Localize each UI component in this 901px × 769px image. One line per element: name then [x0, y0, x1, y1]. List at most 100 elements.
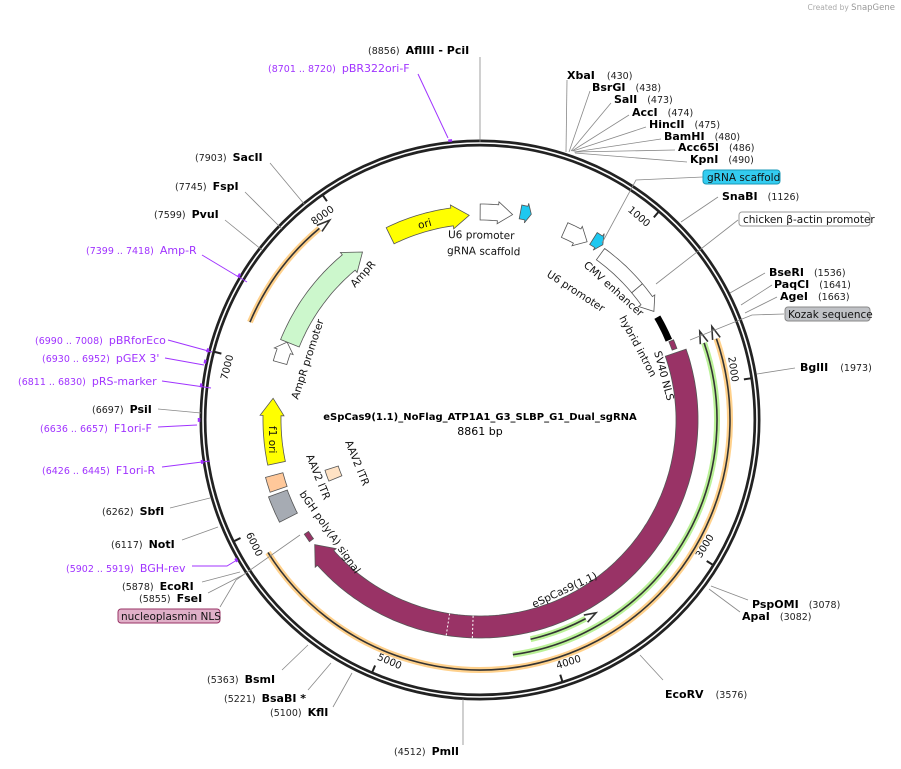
enzyme-label-bsaBI[interactable]: (5221) BsaBI *	[224, 692, 306, 705]
primer-label-pbrforeco[interactable]: (6990 .. 7008) pBRforEco	[35, 334, 166, 347]
tick-label: 7000	[219, 354, 236, 381]
annotation-arc	[249, 227, 320, 323]
enzyme-label-fseI[interactable]: (5855) FseI	[139, 592, 202, 605]
enzyme-label-kpnI[interactable]: KpnI (490)	[690, 153, 754, 166]
primer-label-amp-r[interactable]: (7399 .. 7418) Amp-R	[86, 244, 197, 257]
cba-promoter-box	[738, 211, 871, 227]
enzyme-label-snaBI[interactable]: SnaBI (1126)	[722, 190, 799, 203]
feature-ampr-promoter	[272, 341, 294, 365]
annotation-arc-arrowhead	[710, 323, 721, 340]
credit-prefix: Created by	[807, 3, 849, 12]
gRNA-scaffold-box	[702, 169, 781, 185]
feature-label-f1-ori[interactable]: f1 ori	[266, 426, 278, 453]
tick-label: 6000	[243, 531, 264, 559]
primer-mark-pgex3	[203, 359, 207, 364]
primer-label-f1ori-r[interactable]: (6426 .. 6445) F1ori-R	[42, 464, 155, 477]
feature-label-u6-promoter-1[interactable]: U6 promoter	[448, 229, 515, 242]
enzyme-label-pmlI[interactable]: (4512) PmlI	[394, 745, 459, 758]
backbone-gap	[202, 142, 758, 698]
enzyme-label-ageI[interactable]: AgeI (1663)	[780, 290, 850, 303]
enzyme-label-paqCI[interactable]: PaqCI (1641)	[774, 278, 851, 291]
enzyme-labels: (8856) AflIII - PciI (7903) SacII (7745) Fs…	[92, 44, 469, 758]
feature-label-hybrid-intron[interactable]: hybrid intron	[616, 314, 658, 379]
enzyme-label-apaI[interactable]: ApaI (3082)	[742, 610, 812, 623]
feature-ori	[385, 204, 470, 245]
tick-mark	[371, 665, 377, 674]
annotation-arc-arrowhead	[698, 328, 709, 345]
tick-mark	[706, 560, 715, 567]
enzyme-label-bsmI[interactable]: (5363) BsmI	[207, 673, 275, 686]
primer-labels: (8701 .. 8720) pBR322ori-F (7399 .. 7418)…	[18, 62, 410, 575]
enzyme-label-xbaI[interactable]: XbaI (430)	[567, 69, 632, 82]
primer-label-pgex3[interactable]: (6930 .. 6952) pGEX 3'	[42, 352, 159, 365]
enzyme-label-acc65I[interactable]: Acc65I (486)	[678, 141, 755, 154]
enzyme-label-kflI[interactable]: (5100) KflI	[270, 706, 328, 719]
enzyme-label-pvuI[interactable]: (7599) PvuI	[154, 208, 219, 221]
annotation-arc	[512, 342, 718, 656]
feature-label-aav2-itr-2[interactable]: AAV2 ITR	[342, 439, 371, 488]
plasmid-name: eSpCas9(1.1)_NoFlag_ATP1A1_G3_SLBP_G1_Du…	[323, 412, 637, 423]
feature-label-ori[interactable]: ori	[417, 217, 433, 232]
tick-label: 2000	[725, 356, 740, 383]
enzyme-label-ecoRI[interactable]: (5878) EcoRI	[122, 580, 194, 593]
tick-mark	[743, 377, 752, 381]
leader-lines	[157, 57, 796, 745]
feature-chicken-actin-promoter	[631, 283, 656, 312]
enzyme-label-aflIII-pciI[interactable]: (8856) AflIII - PciI	[368, 44, 469, 57]
primer-label-f1ori-f[interactable]: (6636 .. 6657) F1ori-F	[40, 422, 152, 435]
feature-aav2-itr	[324, 465, 343, 482]
enzyme-label-bglII[interactable]: BglII (1973)	[800, 361, 872, 374]
backbone-ring	[199, 139, 761, 701]
feature-grna-scaffold	[518, 203, 532, 224]
enzyme-label-salI[interactable]: SalI (473)	[614, 93, 673, 106]
feature-u6-promoter	[479, 200, 514, 225]
enzyme-label-hincII[interactable]: HincII (475)	[649, 118, 720, 131]
boxed-label-kozak-sequence[interactable]: Kozak sequence	[788, 309, 873, 321]
kozak-box	[784, 306, 871, 322]
plasmid-length: 8861 bp	[457, 425, 502, 438]
annotation-arc	[267, 338, 731, 671]
feature-bgh-poly-a-signal	[267, 489, 298, 523]
tick-mark	[321, 194, 328, 202]
tick-mark	[213, 350, 222, 355]
feature-sv40-nls	[668, 339, 678, 351]
tick-label: 8000	[309, 204, 336, 228]
feature-u6-promoter	[560, 222, 588, 247]
enzyme-label-sbfI[interactable]: (6262) SbfI	[102, 505, 164, 518]
primer-label-prs-marker[interactable]: (6811 .. 6830) pRS-marker	[18, 375, 157, 388]
tick-mark	[559, 674, 564, 683]
enzyme-label-ecoRV[interactable]: EcoRV (3576)	[665, 688, 747, 701]
feature-espcas9-1-1-	[314, 348, 699, 639]
enzyme-label-pspOMI[interactable]: PspOMI (3078)	[752, 598, 840, 611]
feature-grna-scaffold	[589, 232, 605, 251]
tick-mark	[653, 210, 660, 219]
boxed-label-chicken-beta-actin-promoter[interactable]: chicken β-actin promoter	[743, 214, 875, 226]
tick-mark	[232, 537, 241, 543]
snapgene-logo: SnapGene	[851, 3, 895, 13]
feature-f1-ori	[259, 397, 286, 466]
enzyme-label-psiI[interactable]: (6697) PsiI	[92, 403, 152, 416]
tick-label: 1000	[625, 205, 651, 230]
enzyme-label-bseRI[interactable]: BseRI (1536)	[769, 266, 846, 279]
enzyme-label-bamHI[interactable]: BamHI (480)	[664, 130, 740, 143]
annotation-arc-arrowhead	[583, 611, 599, 623]
annotation-arc	[530, 617, 587, 641]
feature-ampr	[280, 251, 364, 348]
primer-label-bgh-rev[interactable]: (5902 .. 5919) BGH-rev	[66, 562, 186, 575]
primer-label-pbr322ori-f[interactable]: (8701 .. 8720) pBR322ori-F	[268, 62, 410, 75]
boxed-labels: gRNA scaffold chicken β-actin promoter K…	[117, 169, 875, 624]
annotation-arc-arrowhead	[316, 218, 332, 232]
enzyme-label-sacII[interactable]: (7903) SacII	[195, 151, 263, 164]
nls-box	[117, 608, 221, 624]
boxed-label-gRNA-scaffold[interactable]: gRNA scaffold	[707, 172, 780, 184]
enzyme-label-bsrGI[interactable]: BsrGI (438)	[592, 81, 661, 94]
enzyme-label-notI[interactable]: (6117) NotI	[111, 538, 175, 551]
feature-arcs	[247, 218, 733, 673]
feature-nucleoplasmin-nls	[303, 530, 315, 543]
enzyme-label-fspI[interactable]: (7745) FspI	[175, 180, 239, 193]
feature-label-gRNA-scaffold-1[interactable]: gRNA scaffold	[447, 245, 520, 258]
enzyme-label-accI[interactable]: AccI (474)	[632, 106, 693, 119]
boxed-label-nucleoplasmin-nls[interactable]: nucleoplasmin NLS	[121, 611, 221, 623]
snapgene-credit: Created by SnapGene	[808, 3, 895, 13]
